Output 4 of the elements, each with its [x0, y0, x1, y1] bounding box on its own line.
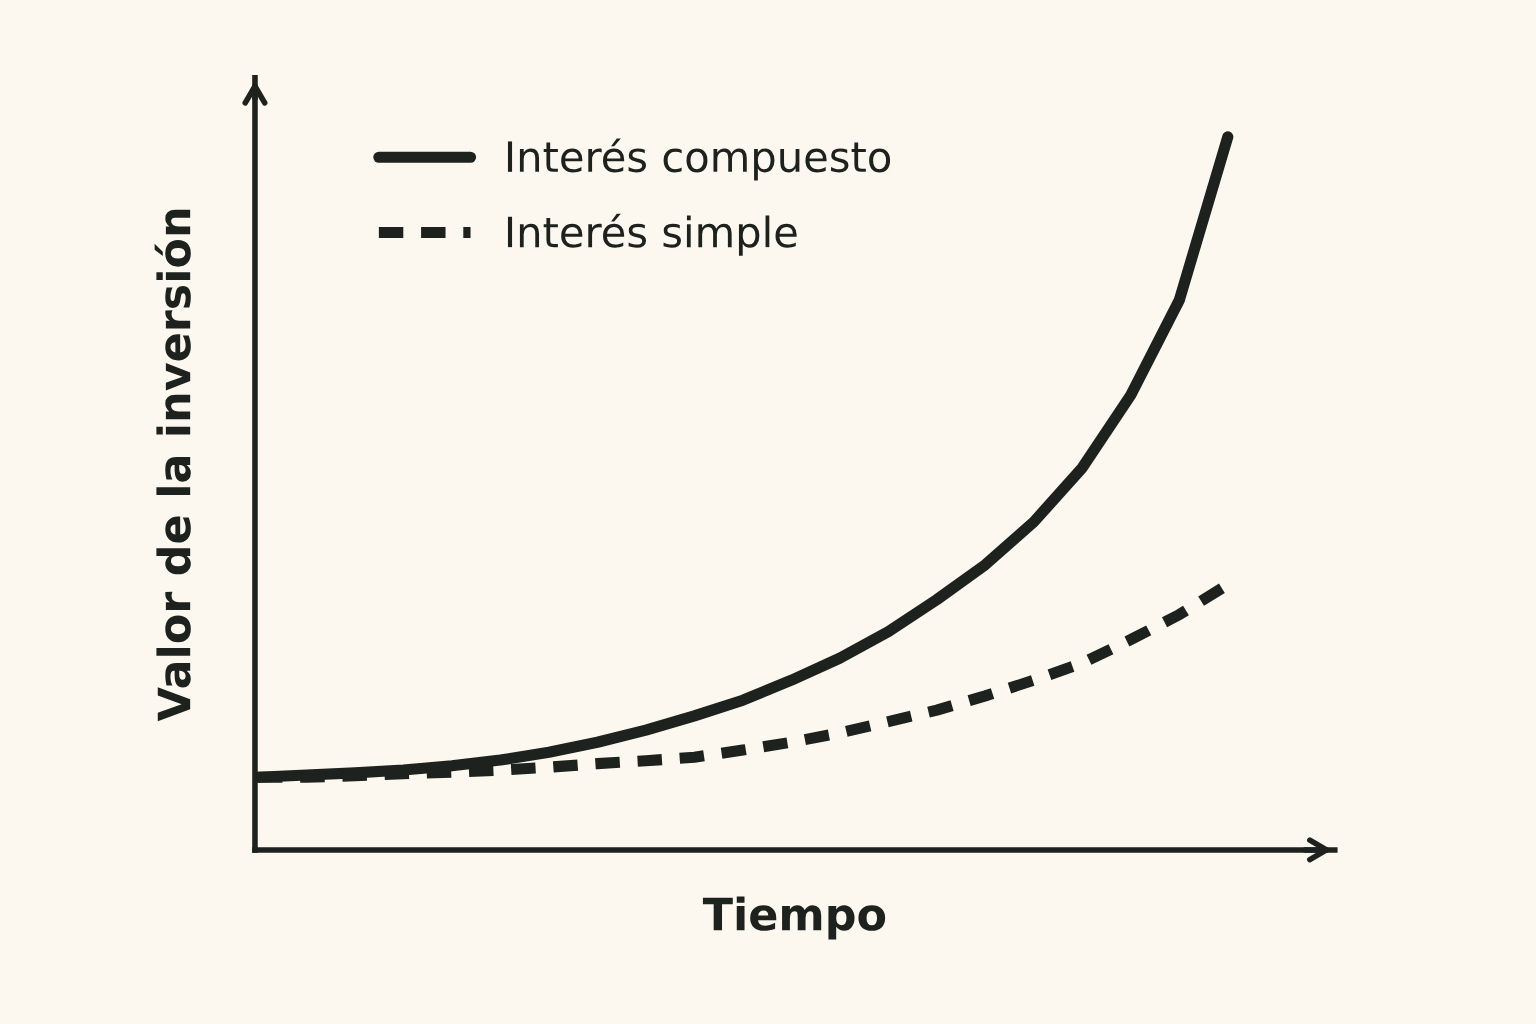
legend-label: Interés simple — [507, 213, 797, 256]
x-axis-title: Tiempo — [702, 896, 886, 940]
y-axis-title: Valor de la inversión — [154, 209, 191, 722]
legend-label: Interés compuesto — [507, 138, 891, 181]
